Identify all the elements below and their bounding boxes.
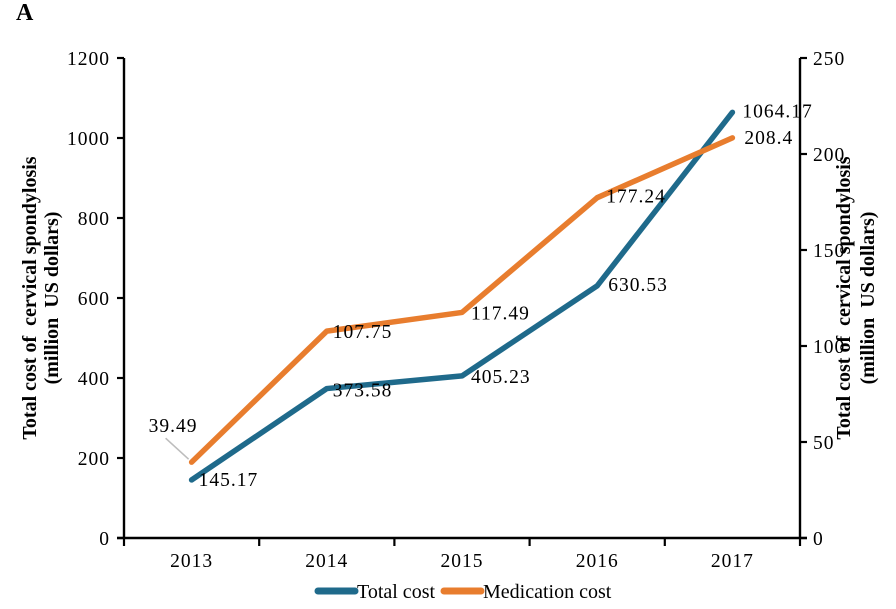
left-axis-tick-label: 200 [78, 449, 110, 470]
right-axis-tick-label: 0 [813, 529, 824, 550]
legend-label: Medication cost [483, 581, 612, 603]
axis-tick-labels: 0 200 400 600 800 1000 1200 0 50 100 150 200 250 2013… [67, 49, 845, 572]
label-leader-line [165, 437, 190, 460]
axis-titles: Total cost of cervical spondylosis (milli… [19, 156, 879, 439]
right-axis-title-line1: Total cost of cervical spondylosis [833, 156, 855, 439]
left-axis-tick-label: 400 [78, 369, 110, 390]
left-axis-title-line1: Total cost of cervical spondylosis [19, 156, 41, 439]
left-axis-tick-label: 600 [78, 289, 110, 310]
x-axis-tick-label: 2013 [170, 551, 213, 572]
right-axis-tick-label: 150 [813, 241, 845, 262]
total-cost-line [188, 109, 736, 483]
medication-cost-value-label: 39.49 [149, 416, 198, 437]
total-cost-value-label: 145.17 [199, 470, 259, 491]
total-cost-value-label: 630.53 [608, 275, 668, 296]
medication-cost-value-label: 208.4 [744, 128, 793, 149]
total-cost-value-label: 405.23 [471, 367, 531, 388]
total-cost-value-label: 1064.17 [742, 101, 812, 122]
medication-cost-value-label: 107.75 [333, 322, 393, 343]
data-point-labels: 145.17 373.58 405.23 630.53 1064.17 39.49 107.… [149, 101, 812, 491]
right-axis-tick-label: 100 [813, 337, 845, 358]
right-axis-title-line2: (million US dollars) [857, 212, 879, 385]
x-axis-tick-label: 2014 [305, 551, 348, 572]
right-axis-tick-label: 200 [813, 145, 845, 166]
x-axis-tick-label: 2015 [441, 551, 484, 572]
legend: Total cost Medication cost [314, 581, 612, 603]
panel-label: A [16, 0, 34, 26]
left-axis-tick-label: 1200 [67, 49, 110, 70]
legend-label: Total cost [357, 581, 435, 603]
x-axis-tick-label: 2016 [576, 551, 619, 572]
medication-cost-value-label: 117.49 [471, 303, 530, 324]
series-lines [188, 109, 736, 483]
left-axis-tick-label: 1000 [67, 129, 110, 150]
right-axis-tick-label: 50 [813, 433, 835, 454]
total-cost-value-label: 373.58 [333, 381, 393, 402]
axes [117, 56, 807, 546]
medication-cost-line [188, 135, 736, 465]
left-axis-title-line2: (million US dollars) [41, 212, 63, 385]
x-axis-tick-label: 2017 [711, 551, 754, 572]
left-axis-tick-label: 800 [78, 209, 110, 230]
right-axis-tick-label: 250 [813, 49, 845, 70]
left-axis-tick-label: 0 [99, 529, 110, 550]
medication-cost-value-label: 177.24 [606, 187, 666, 208]
